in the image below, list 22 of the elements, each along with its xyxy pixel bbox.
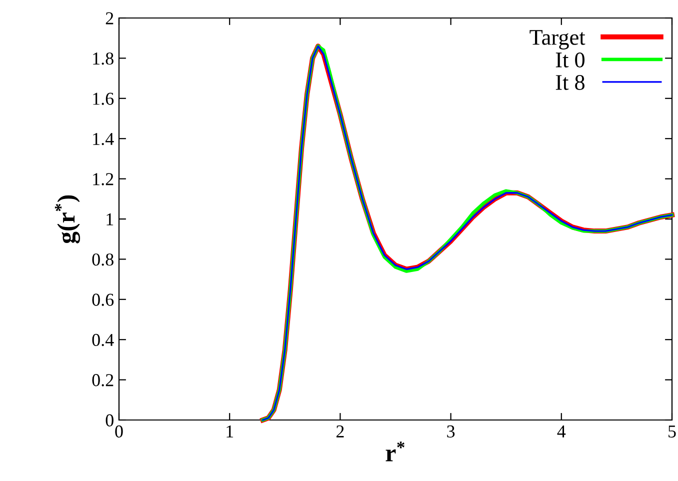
y-tick-label: 1.4	[93, 132, 114, 146]
y-tick-label: 0.2	[92, 374, 114, 386]
x-axis-title: r$^{*}$	[386, 442, 404, 462]
x-tick-label: 4	[557, 426, 566, 438]
y-tick-label: 0.6	[92, 294, 114, 306]
legend-label: It 8	[556, 74, 584, 90]
y-tick-label: 1	[106, 213, 114, 226]
y-tick-label: 0	[106, 414, 114, 426]
x-tick-label: 1	[226, 425, 234, 438]
y-tick-label: 1.6	[93, 92, 114, 105]
legend-label: Target	[530, 30, 586, 50]
y-tick-label: 1.8	[93, 52, 114, 65]
y-tick-label: 0.4	[92, 334, 114, 346]
y-axis-title: g(r$^{*}$)	[54, 195, 80, 244]
x-tick-label: 3	[447, 425, 455, 438]
y-tick-label: 1.2	[93, 173, 114, 186]
x-tick-label: 0	[115, 425, 123, 438]
x-tick-label: 2	[336, 425, 344, 438]
y-tick-label: 2	[106, 12, 114, 24]
y-tick-label: 0.8	[92, 253, 114, 266]
legend-label: It 0	[556, 52, 584, 68]
x-tick-label: 5	[668, 426, 676, 438]
